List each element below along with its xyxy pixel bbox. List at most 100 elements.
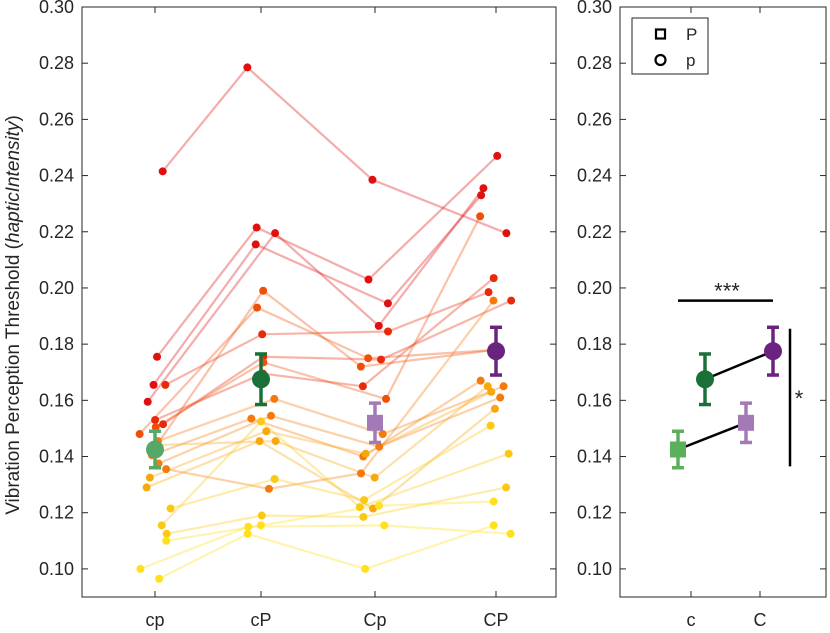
left-ytick-label-1: 0.12: [39, 503, 74, 523]
subject-point-4-cp: [143, 397, 152, 406]
mean-Cp-marker: [367, 414, 383, 431]
right-ytick-label-4: 0.18: [577, 334, 612, 354]
subject-point-2-cP: [252, 223, 261, 232]
subject-point-1-Cp: [368, 175, 377, 184]
subject-line-13: [151, 379, 482, 458]
subject-point-19-cP: [257, 417, 266, 426]
significance-label-horizontal: ***: [714, 279, 740, 304]
y-axis-label: Vibration Perception Threshold (hapticIn…: [3, 115, 24, 515]
subject-point-19-cp: [157, 521, 166, 530]
subject-point-3-cP: [251, 240, 260, 249]
subject-point-12-Cp: [375, 442, 384, 451]
subject-point-16-Cp: [370, 473, 379, 482]
legend-box: [631, 17, 709, 75]
subject-point-4-CP: [479, 184, 488, 193]
mean-CP-marker: [487, 342, 505, 361]
subject-point-22-cp: [136, 564, 145, 573]
subject-point-10-cp: [135, 430, 144, 439]
subject-point-16-cP: [271, 437, 280, 446]
subject-point-18-Cp: [360, 496, 369, 505]
subject-point-10-Cp: [364, 354, 373, 363]
right-ytick-label-2: 0.14: [577, 447, 612, 467]
subject-line-23: [158, 524, 495, 580]
subject-point-1-CP: [502, 229, 511, 238]
subject-point-18-cp: [166, 504, 175, 513]
subject-point-6-Cp: [377, 355, 386, 364]
series-p-line: [704, 350, 774, 381]
subject-point-15-cp: [145, 473, 154, 482]
right-ytick-label-0: 0.10: [577, 559, 612, 579]
subject-point-19-CP: [504, 449, 513, 458]
subject-point-8-cp: [151, 423, 160, 432]
right-axes-box: [619, 6, 827, 598]
subject-line-16: [152, 385, 489, 479]
subject-point-5-cP: [258, 330, 267, 339]
subject-line-5: [164, 291, 489, 386]
subject-point-3-Cp: [383, 299, 392, 308]
subject-line-6: [162, 299, 512, 426]
left-ytick-label-4: 0.18: [39, 334, 74, 354]
subject-point-21-cP: [256, 521, 265, 530]
subject-point-20-cp: [162, 529, 171, 538]
legend: Pp: [631, 17, 709, 75]
y-axis-label-prefix: Vibration Perception Threshold (: [3, 242, 24, 514]
right-ytick-label-3: 0.16: [577, 390, 612, 410]
left-ytick-label-2: 0.14: [39, 447, 74, 467]
subject-line-15: [149, 390, 492, 479]
left-ytick-label-10: 0.30: [39, 0, 74, 17]
series-P-line: [677, 421, 747, 451]
subject-line-20: [166, 486, 507, 535]
subject-line-21: [166, 500, 494, 542]
series-P-C-marker: [738, 414, 754, 431]
subject-point-7-Cp: [358, 382, 367, 391]
subject-point-12-cP: [266, 411, 275, 420]
left-xtick-label-CP: CP: [483, 610, 508, 630]
subject-point-16-CP: [483, 382, 492, 391]
subject-line-18: [170, 424, 492, 510]
series-P-c-marker: [670, 441, 686, 458]
mean-cp-marker: [146, 440, 164, 459]
subject-point-23-Cp: [361, 564, 370, 573]
subject-point-12-CP: [496, 393, 505, 402]
subject-point-6-cp: [159, 420, 168, 429]
significance-label-vertical: *: [795, 386, 804, 411]
legend-circle-icon: [654, 53, 667, 67]
subject-point-20-Cp: [359, 512, 368, 521]
subject-point-4-cP: [271, 229, 280, 238]
subject-point-11-Cp: [378, 430, 387, 439]
left-ytick-label-3: 0.16: [39, 390, 74, 410]
subject-point-22-CP: [506, 529, 515, 538]
subject-point-8-Cp: [382, 394, 391, 403]
right-ytick-label-1: 0.12: [577, 503, 612, 523]
subject-point-20-cP: [257, 511, 266, 520]
subject-point-23-CP: [489, 521, 498, 530]
right-ytick-label-10: 0.30: [577, 0, 612, 17]
right-xtick-label-c: c: [687, 610, 696, 630]
subject-point-11-CP: [499, 382, 508, 391]
subject-point-14-cp: [162, 465, 171, 474]
subject-line-7: [154, 277, 495, 422]
subject-point-8-CP: [476, 212, 485, 221]
subject-point-15-Cp: [361, 449, 370, 458]
subject-point-23-cP: [243, 529, 252, 538]
subject-point-14-Cp: [357, 469, 366, 478]
left-axes-box: [81, 6, 557, 598]
subject-point-1-cP: [243, 63, 252, 72]
subject-line-4: [146, 187, 485, 403]
subject-point-3-CP: [477, 191, 486, 200]
right-ytick-label-9: 0.28: [577, 53, 612, 73]
subject-point-19-Cp: [355, 503, 364, 512]
subject-point-22-Cp: [380, 521, 389, 530]
right-ytick-label-7: 0.24: [577, 166, 612, 186]
subject-point-17-cp: [142, 483, 151, 492]
left-panel: 0.10 0.12 0.14 0.16 0.18 0.20 0.22 0.24 0.26 0.28…: [39, 0, 557, 630]
subject-point-10-cP: [253, 303, 262, 312]
subject-point-9-cP: [259, 286, 268, 295]
subject-point-21-Cp: [374, 501, 383, 510]
subject-line-12: [158, 396, 501, 465]
left-xtick-label-cP: cP: [250, 610, 271, 630]
subject-point-2-cp: [153, 352, 162, 361]
left-ytick-label-0: 0.10: [39, 559, 74, 579]
subject-line-17: [146, 407, 496, 510]
